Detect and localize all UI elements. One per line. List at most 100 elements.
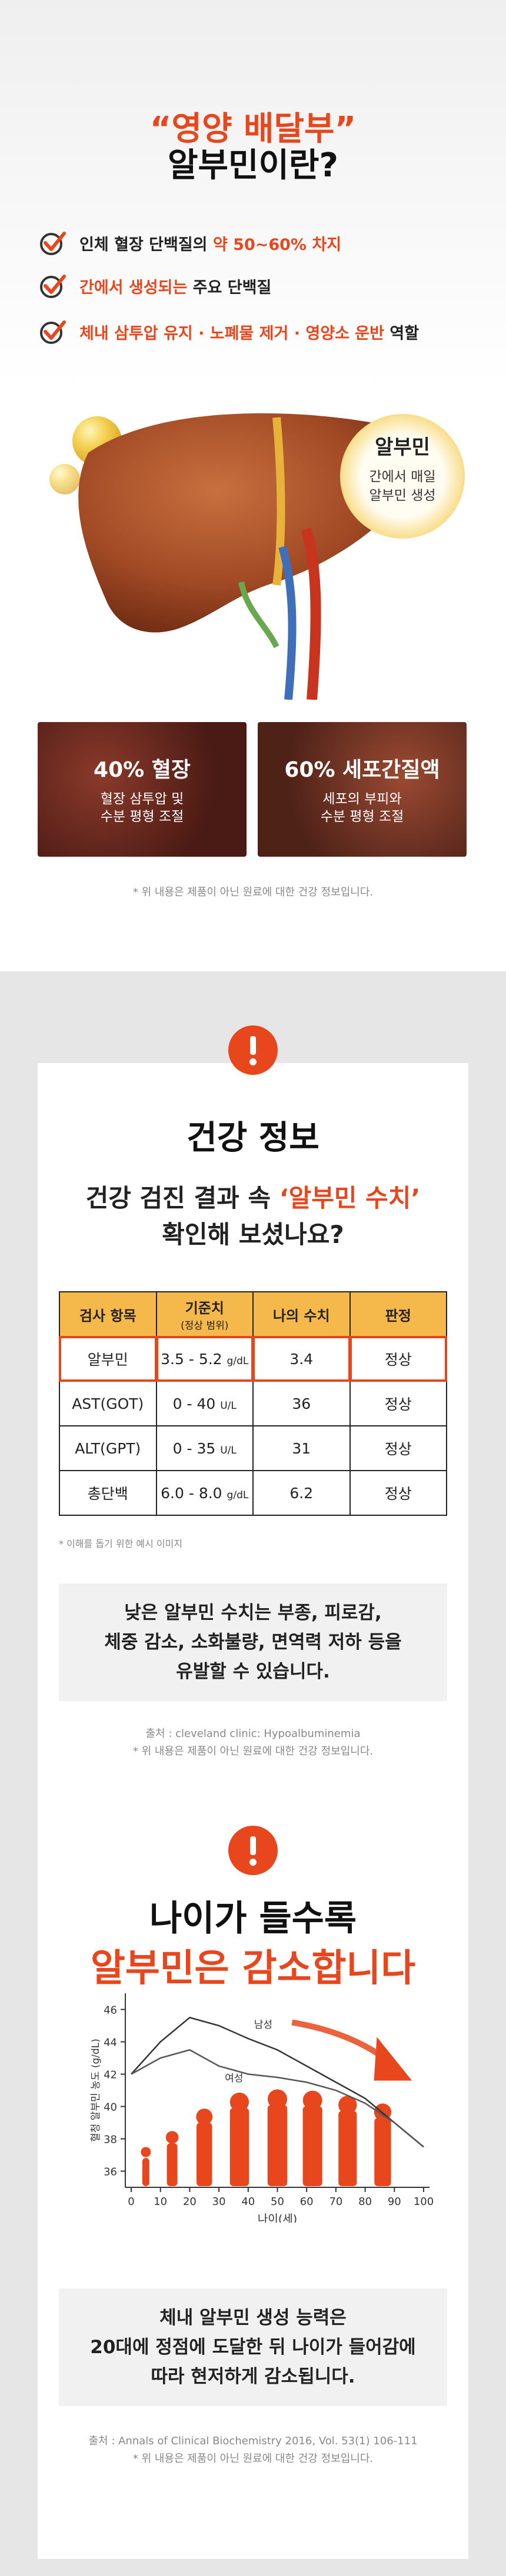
liver-illustration: 알부민 간에서 매일 알부민 생성 [49,413,465,700]
figure-head [267,2089,288,2109]
trend-arrow [291,2019,391,2064]
range: 0 - 35 [172,1439,216,1457]
header-sub: (정상 범위) [181,1320,229,1332]
decor-sphere [49,464,80,495]
vessel [301,527,321,700]
cell: 정상 [349,1425,447,1471]
cell: ALT(GPT) [59,1425,157,1471]
source: 출처 : Annals of Clinical Biochemistry 201… [88,2435,418,2447]
disclaimer: * 위 내용은 제품이 아닌 원료에 대한 건강 정보입니다. [132,1745,374,1758]
figure-head [165,2131,179,2144]
y-tick-label: 38 [104,2134,117,2146]
cell: 3.5 - 5.2 g/dL [155,1336,254,1382]
feature-item: 체내 삼투압 유지 · 노폐물 제거 · 영양소 운반 역할 [39,319,419,345]
y-tick-label: 42 [104,2069,117,2081]
ligament [272,417,285,586]
feature-item: 간에서 생성되는 주요 단백질 [39,273,271,299]
distribution-card: 60% 세포간질액 세포의 부피와 수분 평형 조절 [258,722,467,857]
table-row: 알부민 3.5 - 5.2 g/dL 3.4 정상 [59,1336,447,1382]
figure-head [338,2096,357,2114]
section-title: 알부민은 감소합니다 [90,1947,416,1990]
title-line: “영양 배달부” [149,110,357,148]
card-title: 60% 세포간질액 [284,758,440,782]
header-cell: 나의 수치 [252,1291,351,1337]
emphasis-text: 체내 삼투압 유지 · 노폐물 제거 · 영양소 운반 [79,324,384,343]
cell: 6.2 [252,1470,351,1516]
bile-duct [238,581,279,649]
header-cell: 기준치 (정상 범위) [155,1291,254,1337]
table-note: * 이해를 돕기 위한 예시 이미지 [59,1538,183,1549]
figure-body [142,2158,149,2186]
table-row: AST(GOT) 0 - 40 U/L 36 정상 [59,1381,447,1426]
emphasis-text: 약 50~60% 차지 [212,235,342,254]
check-icon [40,275,66,298]
y-tick-label: 40 [104,2101,117,2114]
disclaimer: * 위 내용은 제품이 아닌 원료에 대한 건강 정보입니다. [132,886,374,898]
card-line: 세포의 부피와 [322,791,402,807]
source: 출처 : cleveland clinic: Hypoalbuminemia [145,1728,361,1740]
y-tick-label: 36 [104,2166,117,2179]
alert-icon [228,1826,278,1875]
figure-body [229,2108,249,2186]
feature-text: 간에서 생성되는 주요 단백질 [79,275,271,298]
figure-body [197,2123,212,2186]
table-row: 총단백 6.0 - 8.0 g/dL 6.2 정상 [59,1470,447,1516]
cell: AST(GOT) [59,1381,157,1426]
figure-body [267,2105,288,2186]
cell: 정상 [349,1381,447,1426]
callout-line: 낮은 알부민 수치는 부종, 피로감, [124,1602,382,1623]
check-icon [40,232,66,255]
text: 건강 검진 결과 속 [85,1184,279,1212]
cell: 알부민 [59,1336,157,1382]
title-line: 알부민이란? [167,146,339,185]
x-tick-label: 100 [414,2196,434,2208]
header-cell: 판정 [349,1291,447,1337]
section-title: 나이가 들수록 [149,1898,357,1939]
alert-icon [228,1025,278,1075]
liver [78,413,424,633]
badge-line: 간에서 매일 [369,469,435,485]
trend-arrowhead [374,2037,412,2081]
cell: 정상 [349,1470,447,1516]
text: 주요 단백질 [187,278,272,297]
header-text: 검사 항목 [79,1307,137,1324]
feature-item: 인체 혈장 단백질의 약 50~60% 차지 [39,230,341,256]
badge-title: 알부민 [375,436,430,459]
lab-table: 검사 항목 기준치 (정상 범위) 나의 수치 판정 알부민 3.5 - 5.2 g/dL 3… [59,1291,447,1516]
albumin-badge [340,414,465,539]
cell: 0 - 40 U/L [155,1381,254,1426]
figure-head [302,2090,322,2110]
figure-head [229,2092,249,2112]
card-line: 수분 평형 조절 [100,809,184,824]
y-tick-label: 46 [104,2004,117,2017]
vessel [278,546,297,700]
card-line: 수분 평형 조절 [320,809,404,824]
cell: 36 [252,1381,351,1426]
question-line: 확인해 보셨나요? [162,1220,344,1249]
x-tick-label: 10 [154,2196,167,2208]
text: 역할 [384,324,420,343]
emphasis-text: 간에서 생성되는 [79,278,188,297]
x-tick-label: 50 [271,2196,284,2208]
x-tick-label: 70 [329,2196,342,2208]
x-tick-label: 40 [241,2196,255,2208]
unit: U/L [220,1444,237,1456]
y-tick-label: 44 [104,2037,117,2049]
table-header: 검사 항목 기준치 (정상 범위) 나의 수치 판정 [59,1291,447,1337]
figure-head [196,2109,213,2125]
figure-body [167,2143,178,2186]
y-axis-title: 혈청 알부민 농도 (g/dL) [90,2039,102,2142]
figure-body [374,2118,391,2186]
cell: 6.0 - 8.0 g/dL [155,1470,254,1516]
disclaimer: * 위 내용은 제품이 아닌 원료에 대한 건강 정보입니다. [132,2453,374,2465]
header-text: 나의 수치 [272,1307,330,1324]
callout: 체내 알부민 생성 능력은 20대에 정점에 도달한 뒤 나이가 들어감에 따라 현… [59,2288,447,2406]
callout: 낮은 알부민 수치는 부종, 피로감, 체중 감소, 소화불량, 면역력 저하 등… [59,1583,447,1701]
feature-text: 인체 혈장 단백질의 약 50~60% 차지 [79,232,341,255]
header-cell: 검사 항목 [59,1291,157,1337]
data-line [131,2016,424,2148]
series-label: 남성 [254,2019,272,2031]
cell: 3.4 [252,1336,351,1382]
callout-line: 체내 알부민 생성 능력은 [159,2307,347,2328]
